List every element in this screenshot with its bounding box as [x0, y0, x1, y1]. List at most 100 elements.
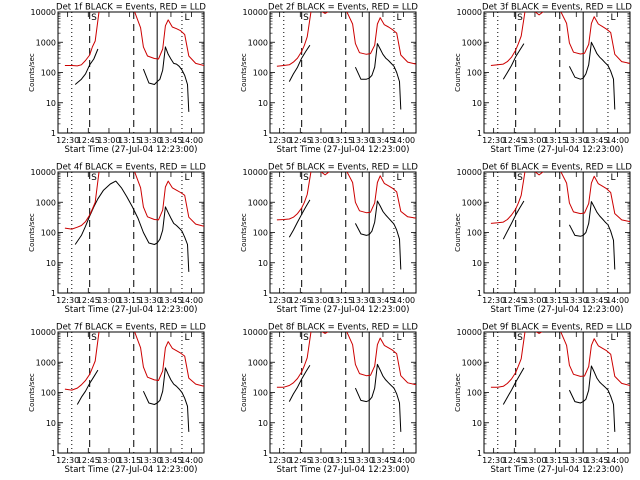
- y-axis-label: Counts/sec: [28, 213, 36, 252]
- chart-panel: Det 9f BLACK = Events, RED = LLD 1 10 100 10…: [454, 323, 632, 476]
- series-line-events: [74, 46, 190, 112]
- x-tick-label: 13:15: [118, 136, 141, 145]
- x-tick-label: 13:45: [585, 296, 608, 305]
- y-tick-label: 1000: [36, 38, 56, 47]
- x-tick-label: 13:45: [585, 136, 608, 145]
- y-tick-label: 1000: [462, 38, 482, 47]
- panel-title: Det 9f BLACK = Events, RED = LLD: [482, 323, 632, 333]
- x-tick-label: 13:30: [139, 136, 162, 145]
- y-tick-label: 10: [46, 419, 56, 428]
- y-tick-label: 1: [477, 129, 482, 138]
- x-tick-label: 12:45: [503, 136, 526, 145]
- y-tick-label: 100: [41, 389, 56, 398]
- x-tick-label: 13:15: [330, 136, 353, 145]
- x-tick-label: 13:15: [544, 456, 567, 465]
- series-line-lld: [490, 12, 630, 66]
- x-tick-label: 12:30: [56, 136, 79, 145]
- chart-panel: Det 1f BLACK = Events, RED = LLD 1 10 100 10…: [28, 3, 206, 156]
- y-tick-label: 100: [253, 229, 268, 238]
- attenuator-marker-l: L: [610, 333, 615, 343]
- y-axis-label: Counts/sec: [454, 213, 462, 252]
- series-group: [64, 172, 204, 272]
- x-tick-label: 13:00: [523, 136, 546, 145]
- y-tick-label: 1: [263, 289, 268, 298]
- y-tick-label: 100: [467, 389, 482, 398]
- y-tick-label: 10000: [457, 168, 482, 177]
- y-tick-label: 100: [253, 69, 268, 78]
- y-tick-label: 10: [46, 99, 56, 108]
- attenuator-marker-l: L: [396, 333, 401, 343]
- y-tick-label: 10000: [31, 328, 56, 337]
- series-group: [276, 172, 416, 270]
- x-tick-label: 13:15: [118, 456, 141, 465]
- x-tick-label: 13:30: [565, 296, 588, 305]
- y-tick-label: 1: [51, 449, 56, 458]
- attenuator-marker-s: S: [517, 333, 523, 343]
- x-tick-label: 14:00: [180, 456, 203, 465]
- x-tick-label: 13:00: [309, 456, 332, 465]
- attenuator-marker-l: L: [396, 13, 401, 23]
- x-tick-label: 12:45: [77, 456, 100, 465]
- y-tick-label: 1: [51, 129, 56, 138]
- x-tick-label: 14:00: [606, 296, 629, 305]
- series-group: [276, 12, 416, 110]
- series-line-lld: [276, 12, 416, 67]
- y-tick-label: 10000: [31, 168, 56, 177]
- y-tick-label: 10000: [457, 8, 482, 17]
- x-axis-label: Start Time (27-Jul-04 12:23:00): [277, 305, 410, 315]
- x-tick-label: 14:00: [606, 136, 629, 145]
- x-tick-label: 12:45: [289, 296, 312, 305]
- x-tick-label: 13:45: [371, 456, 394, 465]
- y-tick-label: 1000: [36, 198, 56, 207]
- series-line-events: [76, 367, 190, 432]
- y-tick-label: 1000: [462, 358, 482, 367]
- y-tick-label: 10000: [457, 328, 482, 337]
- attenuator-marker-s: S: [517, 173, 523, 183]
- series-line-lld: [64, 332, 204, 391]
- attenuator-marker-s: S: [303, 13, 309, 23]
- y-tick-label: 1: [263, 449, 268, 458]
- x-tick-label: 13:00: [309, 296, 332, 305]
- x-tick-label: 13:45: [159, 136, 182, 145]
- y-tick-label: 100: [41, 229, 56, 238]
- series-line-lld: [64, 172, 204, 230]
- x-tick-label: 12:30: [268, 296, 291, 305]
- y-tick-label: 1: [477, 449, 482, 458]
- x-axis-label: Start Time (27-Jul-04 12:23:00): [65, 465, 198, 475]
- y-axis-label: Counts/sec: [240, 53, 248, 92]
- x-tick-label: 13:00: [97, 296, 120, 305]
- y-tick-label: 1: [477, 289, 482, 298]
- attenuator-marker-s: S: [517, 13, 523, 23]
- x-axis-label: Start Time (27-Jul-04 12:23:00): [277, 145, 410, 155]
- panel-title: Det 5f BLACK = Events, RED = LLD: [268, 163, 418, 173]
- chart-panel: Det 4f BLACK = Events, RED = LLD 1 10 100 10…: [28, 163, 206, 316]
- x-tick-label: 13:30: [351, 456, 374, 465]
- x-axis-label: Start Time (27-Jul-04 12:23:00): [65, 145, 198, 155]
- series-line-events: [288, 363, 402, 432]
- x-tick-label: 13:15: [330, 456, 353, 465]
- chart-panel: Det 3f BLACK = Events, RED = LLD 1 10 100 10…: [454, 3, 632, 156]
- series-line-lld: [276, 332, 416, 388]
- series-line-lld: [490, 332, 630, 388]
- y-tick-label: 100: [467, 69, 482, 78]
- y-axis-label: Counts/sec: [240, 213, 248, 252]
- attenuator-marker-l: L: [610, 13, 615, 23]
- x-tick-label: 13:45: [371, 296, 394, 305]
- x-tick-label: 12:30: [56, 296, 79, 305]
- x-tick-label: 14:00: [606, 456, 629, 465]
- x-tick-label: 13:45: [159, 296, 182, 305]
- x-tick-label: 13:00: [97, 136, 120, 145]
- x-tick-label: 13:00: [523, 456, 546, 465]
- y-tick-label: 10: [258, 419, 268, 428]
- attenuator-marker-l: L: [184, 13, 189, 23]
- attenuator-marker-s: S: [91, 333, 97, 343]
- series-line-events: [502, 365, 616, 432]
- series-line-events: [288, 43, 402, 110]
- attenuator-marker-l: L: [184, 173, 189, 183]
- x-tick-label: 12:30: [268, 456, 291, 465]
- attenuator-marker-s: S: [303, 173, 309, 183]
- x-axis-label: Start Time (27-Jul-04 12:23:00): [491, 145, 624, 155]
- x-tick-label: 12:45: [289, 456, 312, 465]
- x-axis-label: Start Time (27-Jul-04 12:23:00): [277, 465, 410, 475]
